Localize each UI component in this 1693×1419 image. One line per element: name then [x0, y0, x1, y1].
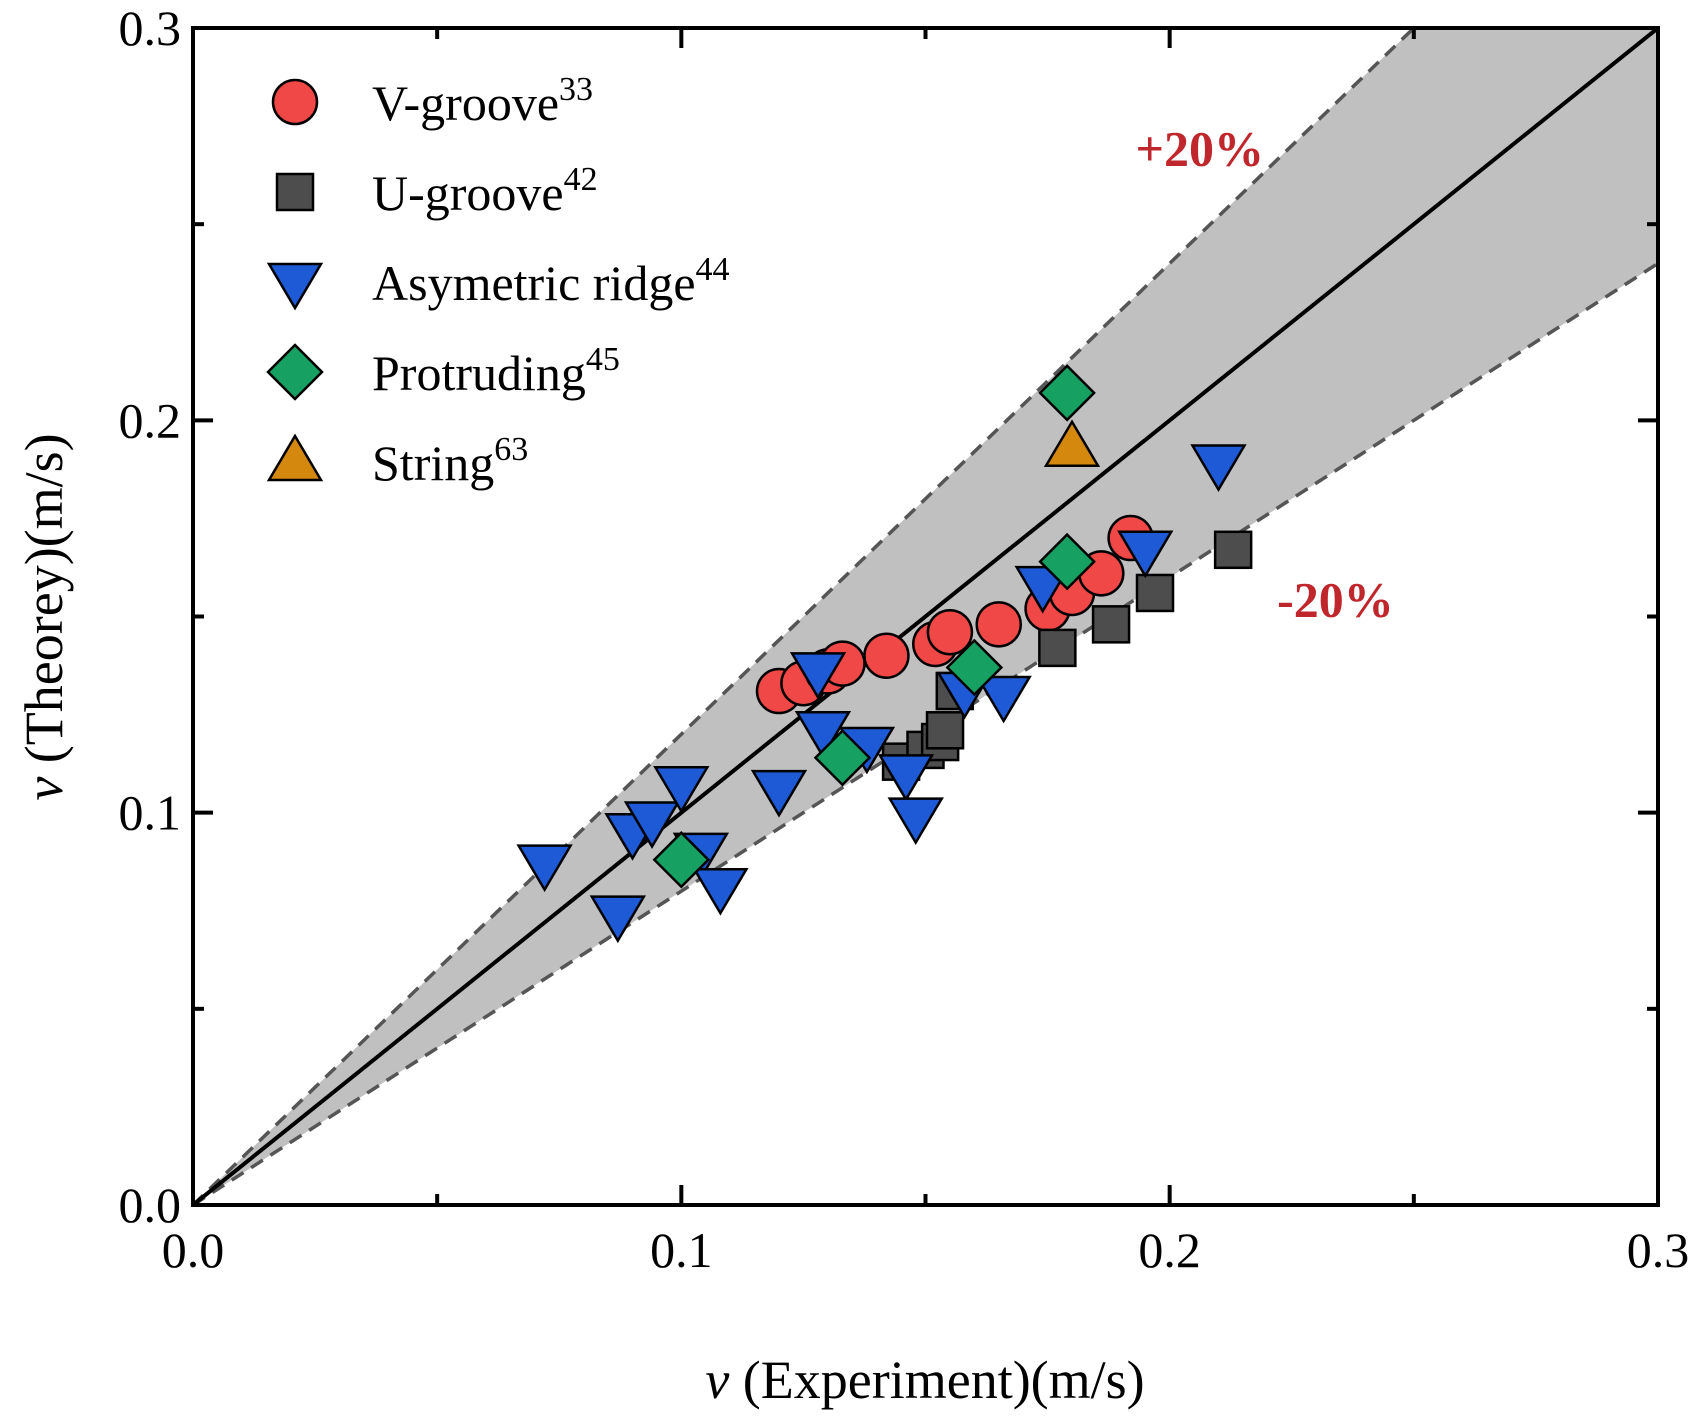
legend-marker-u-groove — [275, 172, 315, 212]
identity-line — [193, 28, 1658, 1205]
legend-ref: 63 — [494, 431, 528, 468]
legend-marker-v-groove — [271, 78, 319, 126]
x-tick-label: 0.1 — [650, 1222, 713, 1278]
legend-ref: 44 — [696, 251, 730, 288]
data-point — [887, 797, 944, 846]
data-point — [789, 652, 847, 700]
y-tick-label: 0.0 — [119, 1177, 182, 1233]
legend-name: Protruding — [372, 345, 586, 401]
legend-name: V-groove — [372, 75, 559, 131]
lower-bound-label: -20% — [1277, 572, 1394, 628]
data-point — [926, 608, 974, 656]
data-point — [925, 711, 965, 750]
data-point — [863, 632, 910, 679]
series-protruding — [652, 364, 1096, 889]
axis-ticks — [191, 26, 1660, 1207]
data-point — [1190, 444, 1247, 492]
y-tick-label: 0.1 — [119, 785, 182, 841]
legend-name: Asymetric ridge — [372, 255, 696, 311]
data-point — [975, 601, 1022, 648]
data-point — [1043, 419, 1101, 468]
legend-name: U-groove — [372, 165, 564, 221]
data-point — [692, 867, 749, 916]
legend-name: String — [372, 435, 494, 491]
data-point — [813, 728, 872, 787]
legend-label: V-groove33 — [372, 71, 593, 131]
data-point — [652, 830, 711, 889]
y-axis-title: v (Theorey)(m/s) — [14, 433, 74, 800]
y-axis-text: (Theorey)(m/s) — [14, 433, 74, 776]
data-point — [1038, 532, 1096, 591]
legend-item-v-groove: V-groove33 — [271, 71, 593, 131]
y-axis-var: v — [14, 777, 74, 801]
data-point — [975, 675, 1032, 724]
series-string — [1043, 419, 1101, 468]
data-point — [1038, 628, 1077, 668]
y-tick-label: 0.2 — [119, 392, 182, 448]
legend-label: U-groove42 — [372, 161, 598, 221]
legend-marker-string — [266, 433, 324, 482]
data-point — [589, 895, 647, 944]
upper-bound-line — [193, 28, 1417, 1205]
legend: V-groove33 U-groove42 Asymetric ridge44 Pro… — [266, 71, 730, 491]
x-tick-label: 0.2 — [1138, 1222, 1201, 1278]
data-point — [1213, 530, 1253, 570]
legend-marker-asymetric-ridge — [266, 262, 324, 311]
data-point — [750, 769, 808, 818]
data-point — [1135, 573, 1175, 613]
upper-bound-label: +20% — [1135, 120, 1264, 176]
legend-item-protruding: Protruding45 — [266, 341, 620, 401]
lower-bound-line — [193, 261, 1658, 1205]
y-tick-label: 0.3 — [119, 0, 182, 56]
x-axis-title: v (Experiment)(m/s) — [705, 1350, 1144, 1410]
x-tick-label: 0.3 — [1627, 1222, 1690, 1278]
x-axis-var: v — [705, 1350, 729, 1410]
legend-label: Protruding45 — [372, 341, 620, 401]
data-point — [945, 638, 1004, 697]
legend-label: Asymetric ridge44 — [372, 251, 730, 311]
data-point — [794, 711, 852, 759]
data-point — [1117, 530, 1174, 579]
legend-label: String63 — [372, 431, 528, 491]
legend-ref: 42 — [564, 161, 598, 198]
data-point — [653, 765, 710, 814]
legend-ref: 45 — [586, 341, 620, 378]
series-asymetric-ridge — [516, 444, 1247, 944]
legend-item-asymetric-ridge: Asymetric ridge44 — [266, 251, 730, 311]
data-markers — [516, 364, 1253, 944]
y-tick-labels: 0.0 0.1 0.2 0.3 — [119, 0, 182, 1233]
legend-marker-protruding — [266, 343, 324, 401]
data-point — [1091, 605, 1131, 644]
legend-item-string: String63 — [266, 431, 528, 491]
data-point — [877, 754, 935, 802]
data-point — [1038, 364, 1096, 422]
x-tick-labels: 0.0 0.1 0.2 0.3 — [162, 1222, 1690, 1278]
legend-ref: 33 — [559, 71, 593, 108]
plot-area — [193, 28, 1658, 1205]
x-tick-label: 0.0 — [162, 1222, 225, 1278]
legend-item-u-groove: U-groove42 — [275, 161, 598, 221]
x-axis-text: (Experiment)(m/s) — [729, 1350, 1144, 1410]
data-point — [516, 844, 573, 893]
data-point — [623, 801, 681, 849]
